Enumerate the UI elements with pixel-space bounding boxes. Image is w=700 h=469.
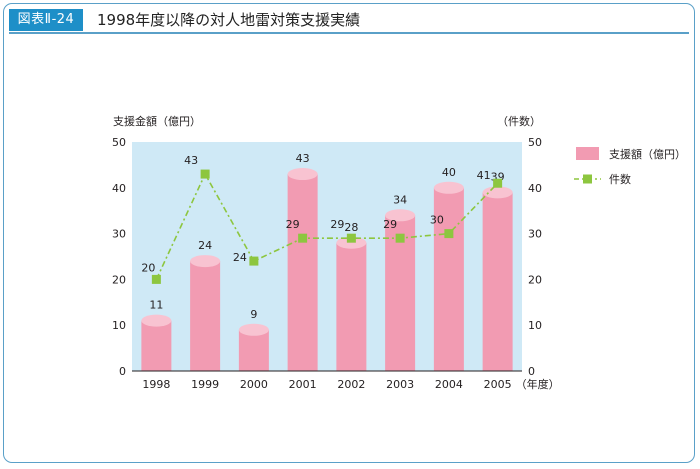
bar xyxy=(190,261,221,371)
legend-line-label: 件数 xyxy=(609,173,631,186)
y-left-tick-label: 50 xyxy=(112,136,126,149)
line-value-label: 24 xyxy=(233,251,247,264)
line-point-marker xyxy=(298,233,308,243)
y-right-tick-label: 0 xyxy=(528,365,535,378)
x-tick-label: 2003 xyxy=(386,378,414,391)
x-tick-label: 2000 xyxy=(240,378,268,391)
bar-top-cap xyxy=(433,181,464,194)
figure-header: 図表Ⅱ-24 1998年度以降の対人地雷対策支援実績 xyxy=(9,9,689,34)
y-right-tick-label: 20 xyxy=(528,273,542,286)
x-tick-label: 2001 xyxy=(289,378,317,391)
y-left-tick-label: 20 xyxy=(112,273,126,286)
bar-top-cap xyxy=(385,209,416,222)
bar-top-cap xyxy=(190,255,221,268)
line-series: 20 43 24 29 29 29 30 41 xyxy=(141,154,503,284)
line-value-label: 43 xyxy=(184,154,198,167)
bar-top-cap xyxy=(238,323,269,336)
x-axis-unit-label: （年度） xyxy=(516,377,560,391)
bar-value-label: 43 xyxy=(296,152,310,165)
bar-top-cap xyxy=(482,186,513,199)
y-axis-right-label: （件数） xyxy=(497,115,541,128)
bar-value-label: 11 xyxy=(149,299,163,312)
legend-bar-swatch xyxy=(576,147,599,160)
bar-top-cap xyxy=(336,236,367,249)
line-value-label: 20 xyxy=(141,261,155,274)
x-tick-label: 2005 xyxy=(484,378,512,391)
y-left-tick-label: 40 xyxy=(112,182,126,195)
legend-bar-label: 支援額（億円） xyxy=(609,147,686,161)
bar xyxy=(238,329,269,371)
count-line xyxy=(155,172,499,280)
legend-line-marker xyxy=(583,174,592,184)
line-value-label: 41 xyxy=(477,169,491,182)
y-left-tick-label: 10 xyxy=(112,319,126,332)
line-point-marker xyxy=(249,256,259,266)
line-value-label: 30 xyxy=(430,214,444,227)
line-point-marker xyxy=(395,233,405,243)
figure-frame xyxy=(3,3,695,463)
y-left-tick-label: 0 xyxy=(119,365,126,378)
line-value-label: 29 xyxy=(330,218,344,231)
line-point-marker xyxy=(493,178,503,188)
x-tick-label: 2004 xyxy=(435,378,463,391)
bar xyxy=(433,187,464,371)
y-right-tick-label: 30 xyxy=(528,228,542,241)
bar-value-label: 24 xyxy=(198,239,212,252)
line-point-marker xyxy=(444,229,454,239)
x-tick-label: 2002 xyxy=(337,378,365,391)
bar-value-label: 9 xyxy=(250,308,257,321)
bar-top-cap xyxy=(287,168,318,181)
y-right-tick-label: 40 xyxy=(528,182,542,195)
bar xyxy=(141,320,172,371)
bar-top-cap xyxy=(141,314,172,327)
bar xyxy=(336,242,367,371)
figure-title: 1998年度以降の対人地雷対策支援実績 xyxy=(97,11,361,29)
x-tick-label: 1998 xyxy=(142,378,170,391)
y-axis-left-label: 支援金額（億円） xyxy=(113,114,201,128)
figure-number-label: 図表Ⅱ-24 xyxy=(9,9,83,31)
bar-value-label: 40 xyxy=(442,166,456,179)
axes: 0 0 10 10 20 20 30 30 40 40 50 50 1998 1999 2000 2001 20… xyxy=(112,136,542,391)
bar-value-label: 34 xyxy=(393,193,407,206)
line-point-marker xyxy=(151,274,161,284)
legend: 支援額（億円） 件数 xyxy=(574,147,686,186)
bar xyxy=(482,192,513,371)
x-tick-label: 1999 xyxy=(191,378,219,391)
y-right-tick-label: 10 xyxy=(528,319,542,332)
y-left-tick-label: 30 xyxy=(112,228,126,241)
bar-value-label: 28 xyxy=(344,221,358,234)
y-right-tick-label: 50 xyxy=(528,136,542,149)
bar xyxy=(287,174,318,371)
line-value-label: 29 xyxy=(383,218,397,231)
line-point-marker xyxy=(346,233,356,243)
line-point-marker xyxy=(200,169,210,179)
line-value-label: 29 xyxy=(286,218,300,231)
